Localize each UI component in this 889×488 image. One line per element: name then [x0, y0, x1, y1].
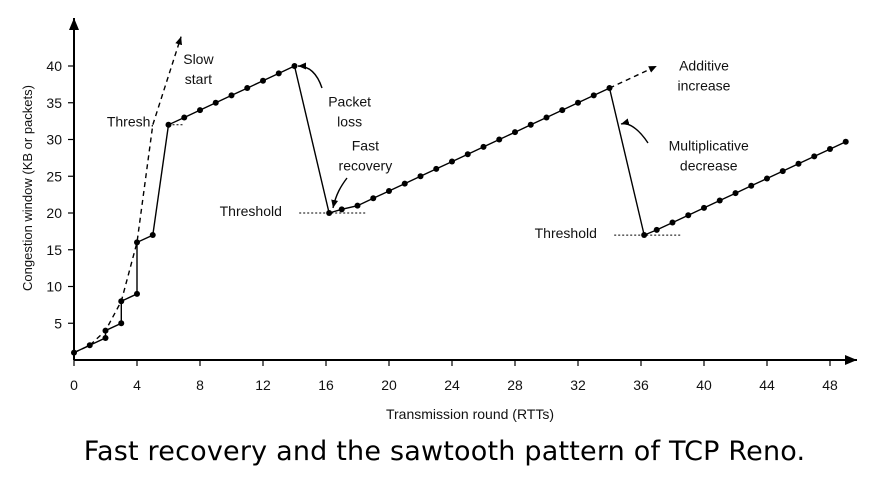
- data-point: [590, 92, 597, 99]
- series-layer: [71, 36, 849, 356]
- data-point: [370, 195, 377, 202]
- data-point: [827, 146, 833, 153]
- data-point: [842, 138, 849, 145]
- data-point: [149, 232, 156, 239]
- x-tick-label: 0: [70, 377, 78, 393]
- data-point: [464, 151, 471, 158]
- data-point: [275, 70, 282, 77]
- data-point: [685, 212, 692, 219]
- data-point: [559, 107, 566, 114]
- data-point: [102, 334, 109, 341]
- y-tick-label: 5: [54, 315, 62, 331]
- x-tick-label: 48: [822, 377, 838, 393]
- data-point: [480, 143, 487, 150]
- y-tick-label: 25: [46, 168, 62, 184]
- data-point: [701, 204, 707, 211]
- data-point: [575, 99, 581, 106]
- annotation-fast-recovery: Fast recovery: [339, 138, 393, 174]
- x-tick-label: 28: [507, 377, 523, 393]
- annotation-packet-loss: Packet loss: [328, 93, 371, 129]
- x-tick-label: 32: [570, 377, 586, 393]
- x-tick-label: 16: [318, 377, 334, 393]
- data-point: [748, 182, 755, 189]
- data-point: [338, 206, 345, 213]
- data-point: [417, 173, 424, 180]
- packet-loss-arrow: [297, 62, 323, 89]
- annotation-multiplicative-decrease: Multiplicative decrease: [669, 138, 749, 174]
- annotation-threshold: Threshold: [535, 225, 597, 241]
- data-point: [527, 121, 534, 128]
- cwnd-series-line: [73, 64, 847, 354]
- data-point: [401, 180, 408, 187]
- data-point: [669, 219, 676, 226]
- x-tick-label: 4: [133, 377, 141, 393]
- data-point: [496, 136, 503, 143]
- annotation-arrows: [297, 62, 649, 209]
- data-point: [716, 197, 723, 204]
- data-point: [291, 63, 298, 69]
- data-point: [71, 349, 77, 356]
- x-tick-label: 20: [381, 377, 397, 393]
- annotation-thresh: Thresh.: [107, 113, 154, 129]
- data-point: [134, 239, 140, 246]
- y-tick-label: 15: [46, 242, 62, 258]
- data-point: [433, 165, 440, 172]
- data-point: [354, 202, 361, 209]
- x-tick-label: 44: [759, 377, 775, 393]
- data-point: [449, 158, 455, 165]
- data-point: [212, 99, 219, 106]
- annotation-threshold: Threshold: [220, 203, 282, 219]
- dashed-trend-arrow: [73, 36, 182, 354]
- data-point: [512, 129, 518, 136]
- figure-caption: Fast recovery and the sawtooth pattern o…: [83, 436, 806, 467]
- y-tick-label: 30: [46, 132, 62, 148]
- fast-recovery-arrow: [331, 177, 348, 209]
- dashed-trend-arrow: [609, 65, 658, 89]
- multiplicative-decrease-arrow: [620, 118, 649, 144]
- y-tick-label: 40: [46, 58, 62, 74]
- x-tick-label: 36: [633, 377, 649, 393]
- data-point: [811, 153, 818, 160]
- y-axis-label: Congestion window (KB or packets): [20, 85, 35, 291]
- annotation-slow-start: Slow start: [183, 51, 214, 87]
- x-axis-label: Transmission round (RTTs): [386, 406, 554, 422]
- data-point: [543, 114, 550, 121]
- data-point: [244, 85, 251, 92]
- x-tick-label: 12: [255, 377, 271, 393]
- annotation-additive-increase: Additive increase: [678, 57, 731, 93]
- data-point: [732, 190, 739, 197]
- data-point: [795, 160, 802, 167]
- data-point: [197, 107, 203, 114]
- data-point: [260, 77, 266, 84]
- x-tick-label: 40: [696, 377, 712, 393]
- data-point: [134, 290, 140, 297]
- data-point: [386, 187, 392, 194]
- x-tick-label: 8: [196, 377, 204, 393]
- x-tick-label: 24: [444, 377, 460, 393]
- y-tick-label: 20: [46, 205, 62, 221]
- data-point: [779, 168, 786, 175]
- data-point: [653, 226, 660, 233]
- annotations-layer: Slow start Packet loss Fast recovery Additive i…: [107, 51, 749, 241]
- data-point: [764, 175, 770, 182]
- data-point: [118, 320, 125, 327]
- data-point: [181, 114, 188, 121]
- data-point: [228, 92, 235, 99]
- y-tick-label: 10: [46, 279, 62, 295]
- y-tick-label: 35: [46, 95, 62, 111]
